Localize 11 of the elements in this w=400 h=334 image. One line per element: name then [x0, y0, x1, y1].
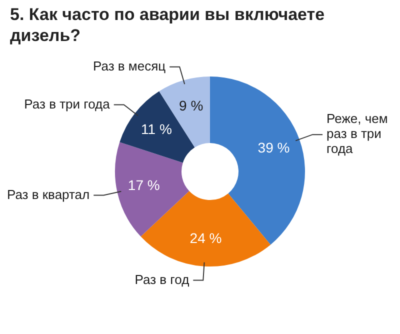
slice-label: Реже, чем раз в три года — [326, 111, 388, 156]
data-label: 17 % — [128, 177, 160, 194]
data-label: 11 % — [141, 120, 172, 137]
slice-label: Раз в квартал — [6, 186, 90, 202]
chart-title: 5. Как часто по аварии вы включаете дизель? — [10, 4, 326, 46]
slice-label: Раз в три года — [24, 96, 111, 112]
slice-label: Раз в месяц — [93, 58, 166, 74]
slice-label: Раз в год — [134, 272, 190, 287]
data-label: 24 % — [190, 230, 222, 246]
data-label: 39 % — [258, 139, 290, 156]
data-label: 9 % — [179, 97, 204, 114]
